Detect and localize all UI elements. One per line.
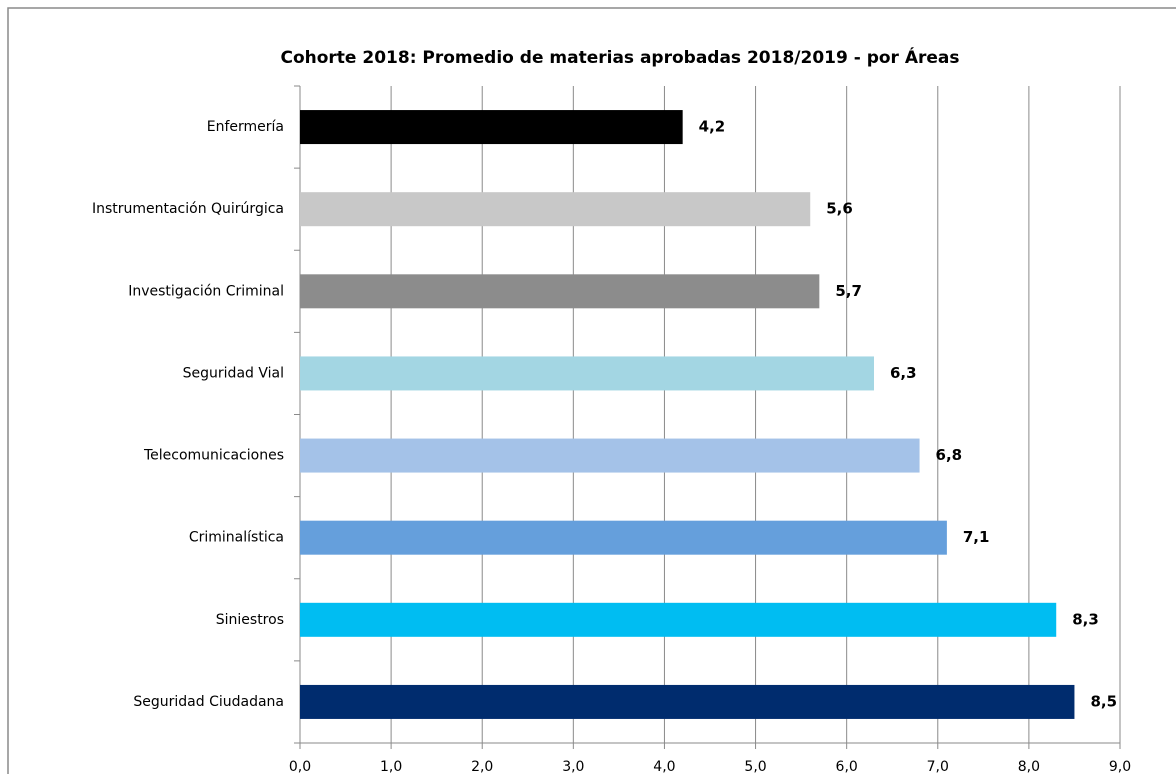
bar: [300, 520, 947, 555]
data-label: 5,6: [826, 200, 853, 218]
x-tick-label: 8,0: [1018, 759, 1040, 774]
x-tick-label: 4,0: [653, 759, 675, 774]
x-tick-label: 5,0: [744, 759, 766, 774]
data-label: 4,2: [699, 118, 726, 136]
y-tick-label: Enfermería: [207, 119, 284, 135]
bar: [300, 192, 811, 227]
data-label: 8,3: [1072, 610, 1099, 628]
bar: [300, 684, 1075, 719]
y-tick-label: Siniestros: [216, 612, 284, 628]
y-tick-label: Investigación Criminal: [128, 283, 284, 299]
data-label: 6,3: [890, 364, 917, 382]
chart-title: Cohorte 2018: Promedio de materias aprob…: [280, 46, 959, 68]
bar: [300, 356, 874, 391]
x-tick-label: 1,0: [380, 759, 402, 774]
x-tick-label: 7,0: [927, 759, 949, 774]
x-tick-label: 3,0: [562, 759, 584, 774]
bar: [300, 274, 820, 309]
y-tick-label: Telecomunicaciones: [143, 448, 284, 464]
bar: [300, 110, 683, 145]
x-tick-label: 0,0: [289, 759, 311, 774]
y-tick-label: Instrumentación Quirúrgica: [92, 201, 284, 217]
x-tick-label: 6,0: [836, 759, 858, 774]
bar: [300, 438, 920, 473]
y-tick-label: Seguridad Vial: [183, 365, 284, 381]
x-tick-label: 2,0: [471, 759, 493, 774]
y-tick-label: Criminalística: [189, 530, 284, 546]
data-label: 5,7: [835, 282, 862, 300]
data-label: 8,5: [1090, 692, 1117, 710]
bar: [300, 602, 1057, 637]
data-label: 6,8: [936, 446, 963, 464]
data-label: 7,1: [963, 528, 990, 546]
x-tick-label: 9,0: [1109, 759, 1131, 774]
y-tick-label: Seguridad Ciudadana: [133, 694, 284, 710]
